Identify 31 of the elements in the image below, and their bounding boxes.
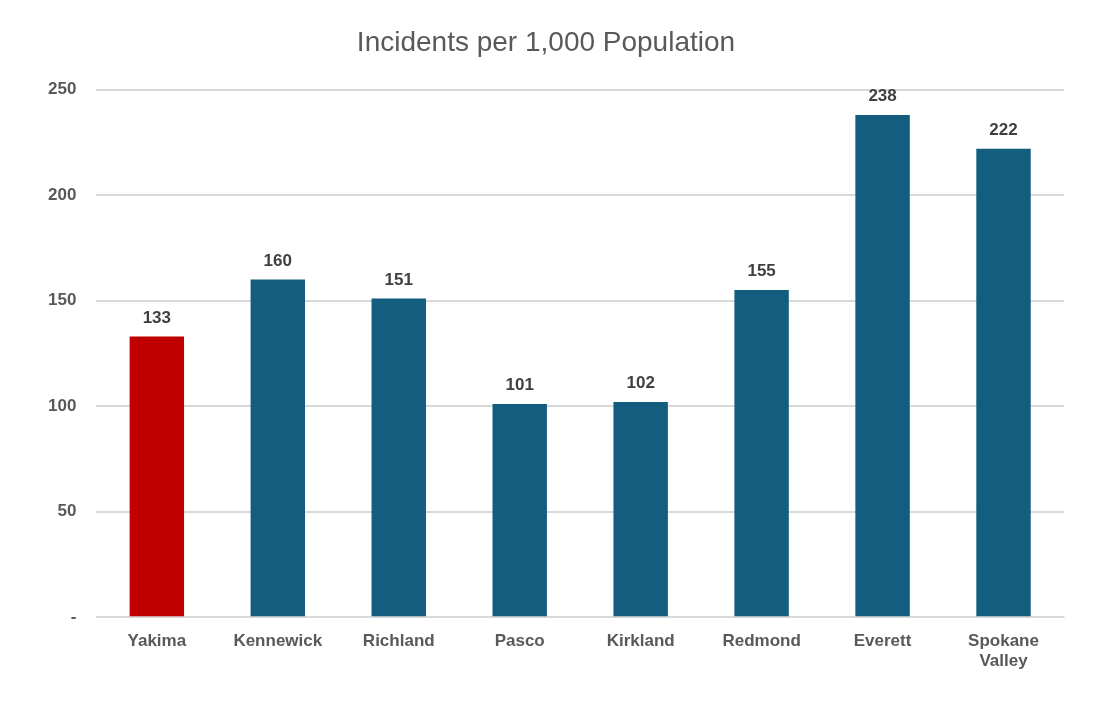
- bar: [976, 148, 1031, 617]
- data-label: 151: [384, 269, 413, 289]
- x-tick-label: Redmond: [722, 631, 801, 651]
- data-label: 160: [263, 250, 292, 270]
- bar: [855, 114, 910, 617]
- y-tick-label: 250: [47, 79, 77, 99]
- y-tick-label: 100: [47, 395, 77, 415]
- x-tick-label: Everett: [853, 631, 912, 651]
- x-tick-label: Pasco: [494, 631, 545, 651]
- data-label: 102: [626, 373, 655, 393]
- data-label: 133: [142, 307, 172, 327]
- bar: [371, 298, 426, 617]
- bar: [734, 290, 789, 617]
- y-tick-label: 150: [47, 290, 77, 310]
- y-tick-label: -: [70, 606, 77, 626]
- x-tick-label: Richland: [362, 631, 435, 651]
- data-label: 101: [505, 375, 534, 395]
- chart-title: Incidents per 1,000 Population: [356, 25, 736, 57]
- bar: [250, 279, 306, 617]
- x-tick-label: Kennewick: [233, 631, 323, 651]
- y-tick-label: 200: [47, 184, 77, 204]
- x-tick-label: Yakima: [127, 631, 187, 651]
- bar: [613, 401, 668, 617]
- x-tick-label: Kirkland: [606, 631, 675, 651]
- data-label: 222: [989, 119, 1018, 139]
- data-label: 238: [868, 86, 897, 106]
- y-tick-label: 50: [57, 501, 77, 521]
- data-label: 155: [747, 261, 776, 281]
- bar: [492, 404, 547, 617]
- bar: [129, 336, 185, 617]
- x-tick-label: Spokane Valley: [968, 631, 1039, 671]
